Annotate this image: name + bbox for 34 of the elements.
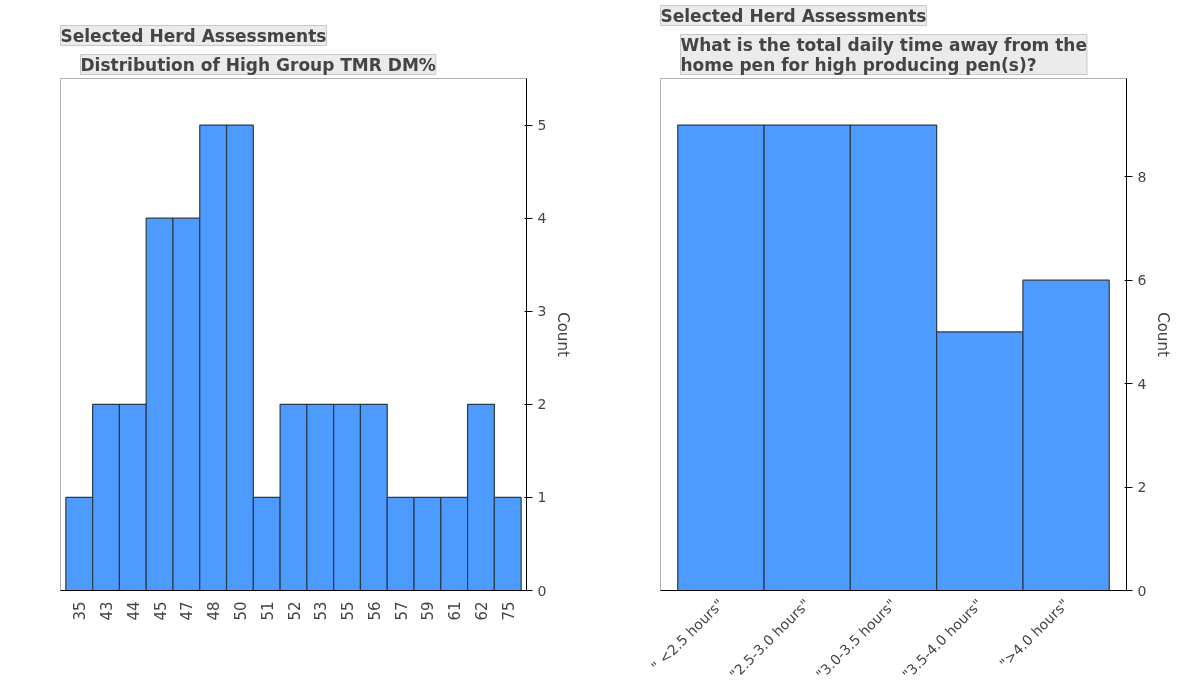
chart-subtitle: Distribution of High Group TMR DM% [80, 54, 436, 75]
x-tick-label: 44 [124, 601, 143, 621]
x-tick-label: 75 [499, 601, 518, 621]
x-tick-label: 50 [231, 601, 250, 621]
y-tick-label: 8 [1137, 168, 1147, 185]
x-tick-label: 57 [392, 601, 411, 621]
x-tick-label: 59 [419, 601, 438, 621]
y-tick-label: 5 [537, 117, 547, 134]
x-tick-label: 51 [258, 601, 277, 621]
y-tick-label: 3 [537, 303, 547, 320]
chart-title: Selected Herd Assessments [60, 25, 327, 46]
y-tick-label: 0 [1137, 582, 1147, 599]
y-axis-title: Count [554, 312, 573, 357]
x-tick-label: 35 [71, 601, 90, 621]
y-tick-label: 2 [537, 396, 547, 413]
x-tick-label: 61 [446, 601, 465, 621]
y-tick-label: 2 [1137, 479, 1147, 496]
x-tick-label: 45 [151, 601, 170, 621]
y-axis-title: Count [1154, 312, 1173, 357]
x-tick-label: 43 [98, 601, 117, 621]
x-tick-label: 62 [472, 601, 491, 621]
y-tick-label: 1 [537, 489, 547, 506]
x-tick-label: 56 [365, 601, 384, 621]
y-tick-label: 4 [537, 210, 547, 227]
y-tick-label: 6 [1137, 272, 1147, 289]
x-tick-label: 47 [178, 601, 197, 621]
chart-title: Selected Herd Assessments [660, 5, 927, 26]
x-tick-label: 55 [339, 601, 358, 621]
x-tick-label: 48 [205, 601, 224, 621]
y-tick-label: 0 [537, 582, 547, 599]
y-tick-label: 4 [1137, 375, 1147, 392]
x-tick-label: 52 [285, 601, 304, 621]
x-tick-label: 53 [312, 601, 331, 621]
chart-subtitle: What is the total daily time away from the home pen for high producing pen(s)? [680, 34, 1087, 75]
